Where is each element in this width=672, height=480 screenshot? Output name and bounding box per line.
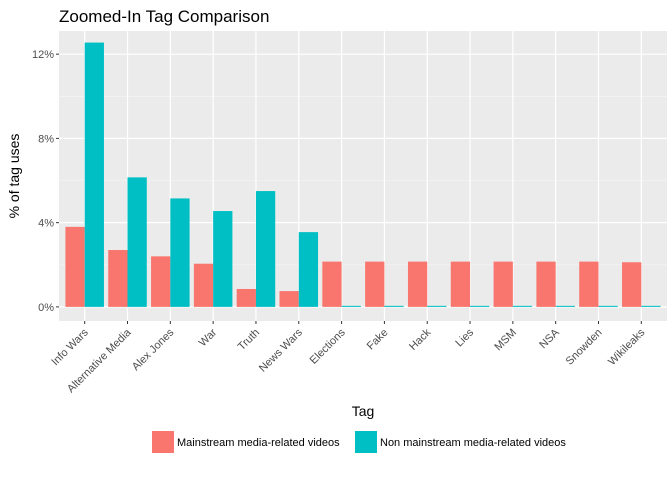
bar	[84, 42, 104, 307]
bar	[384, 305, 404, 307]
x-tick-label: Fake	[365, 327, 391, 353]
legend: Mainstream media-related videos Non mains…	[152, 431, 566, 453]
bar	[170, 198, 190, 307]
bar	[236, 288, 256, 307]
legend-swatch	[152, 431, 174, 453]
bar	[255, 191, 276, 307]
x-tick-label: Lies	[453, 326, 476, 349]
x-axis-title: Tag	[352, 403, 375, 419]
bar	[407, 261, 428, 307]
y-tick-label: 8%	[38, 133, 54, 145]
bar	[493, 261, 513, 307]
bar	[470, 305, 490, 307]
bar	[622, 262, 642, 307]
bar	[598, 305, 618, 307]
x-tick-label: News Wars	[257, 326, 305, 374]
x-tick-label: Alex Jones	[130, 326, 177, 373]
y-axis-title: % of tag uses	[6, 134, 22, 219]
bar	[213, 211, 233, 307]
y-tick-label: 12%	[32, 49, 54, 61]
bar	[322, 261, 342, 307]
y-axis: 0% 4% 8% 12%	[32, 49, 59, 314]
bar	[151, 256, 171, 307]
legend-label: Mainstream media-related videos	[177, 437, 340, 449]
x-tick-label: Wikileaks	[606, 326, 648, 368]
y-tick-label: 0%	[38, 302, 54, 314]
bar	[279, 291, 299, 307]
bar	[536, 261, 556, 307]
bars	[65, 42, 661, 307]
legend-label: Non mainstream media-related videos	[380, 437, 566, 449]
bar	[298, 232, 319, 307]
x-tick-label: MSM	[492, 327, 519, 354]
x-tick-label: NSA	[537, 326, 562, 351]
bar	[427, 305, 447, 307]
x-tick-label: Truth	[236, 327, 262, 353]
legend-swatch	[355, 431, 377, 453]
bar	[512, 305, 533, 307]
y-tick-label: 4%	[38, 218, 54, 230]
bar	[108, 250, 128, 307]
x-tick-label: Info Wars	[49, 326, 91, 368]
x-tick-label: Elections	[308, 326, 348, 366]
x-tick-label: Snowden	[564, 327, 605, 368]
bar	[193, 263, 214, 307]
bar	[65, 226, 85, 307]
bar	[341, 305, 361, 307]
bar	[365, 261, 385, 307]
chart-title: Zoomed-In Tag Comparison	[59, 7, 269, 26]
x-tick-label: Hack	[407, 326, 434, 353]
bar	[641, 305, 661, 307]
x-tick-label: War	[197, 326, 220, 349]
bar	[450, 261, 471, 307]
bar	[579, 261, 599, 307]
plot-panel	[59, 31, 667, 321]
bar	[555, 305, 575, 307]
bar	[127, 177, 147, 307]
